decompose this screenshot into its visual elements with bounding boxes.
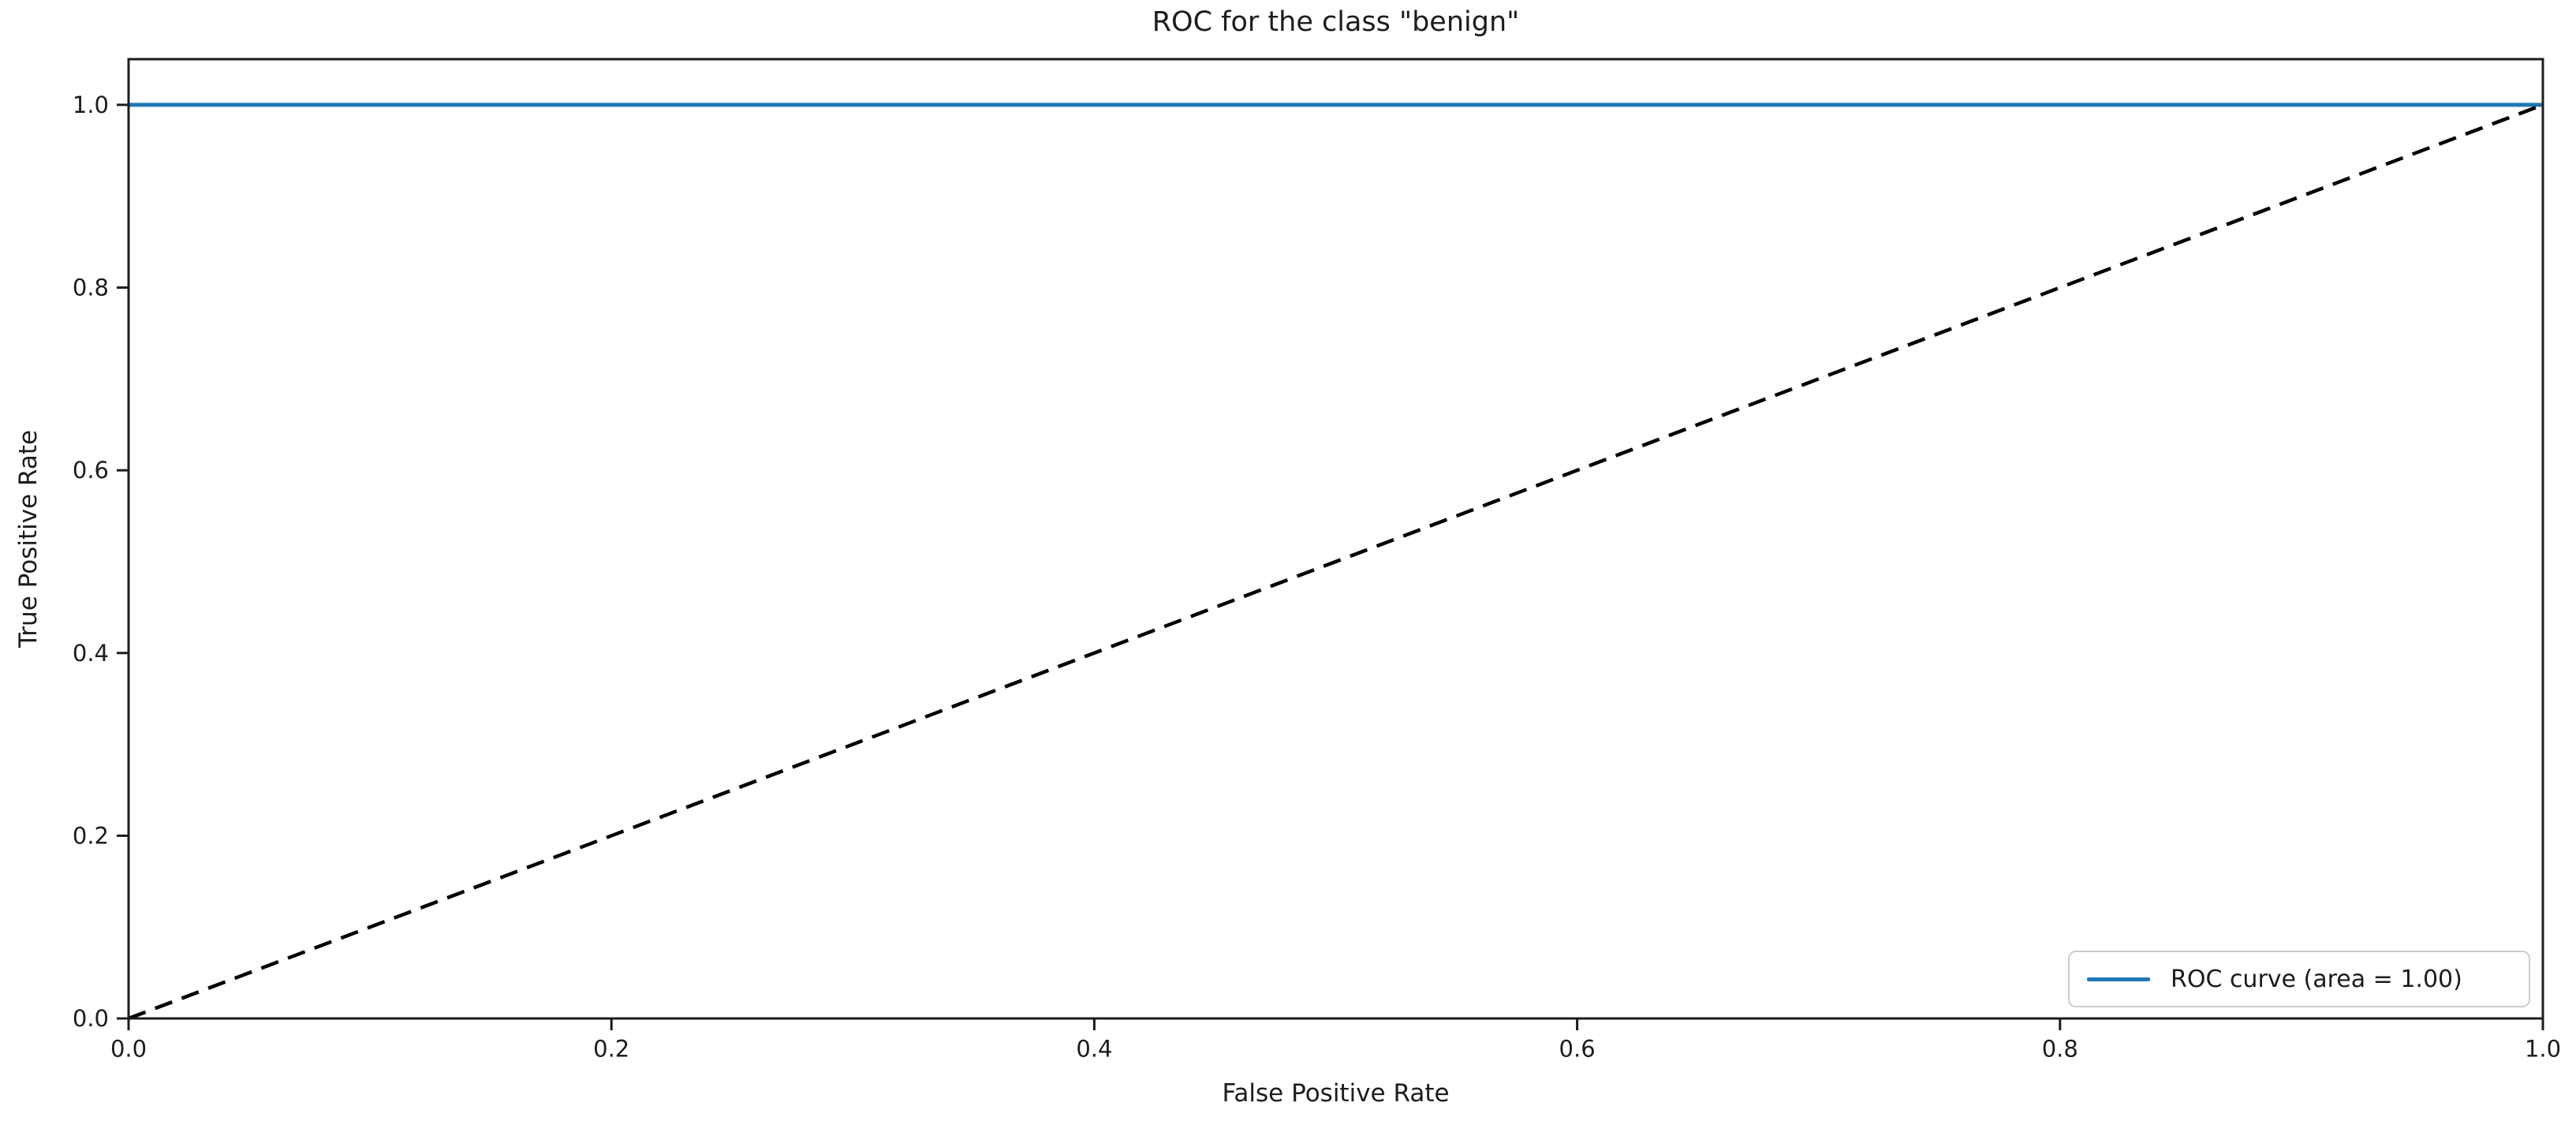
x-tick-label: 0.6 — [1559, 1036, 1596, 1063]
legend-roc-label: ROC curve (area = 1.00) — [2171, 965, 2462, 993]
y-tick-label: 0.0 — [73, 1005, 109, 1032]
chance-diagonal-line — [128, 103, 2544, 1021]
x-tick-label: 0.4 — [1076, 1036, 1112, 1063]
y-tick-label: 0.8 — [73, 275, 109, 301]
roc-curve-legend-swatch — [2087, 977, 2150, 981]
x-axis-label: False Positive Rate — [1222, 1079, 1450, 1108]
legend-box: ROC curve (area = 1.00) — [2068, 951, 2530, 1007]
chart-title: ROC for the class "benign" — [1152, 6, 1520, 38]
y-tick-label: 1.0 — [73, 92, 109, 118]
axes-frame — [127, 58, 2544, 1020]
x-tick-label: 0.8 — [2042, 1036, 2078, 1063]
y-tick-label: 0.2 — [73, 822, 109, 849]
x-tick-label: 0.0 — [110, 1036, 147, 1063]
y-tick-label: 0.4 — [73, 640, 109, 667]
y-tick-label: 0.6 — [73, 457, 109, 484]
x-tick-label: 1.0 — [2525, 1036, 2561, 1063]
x-tick-label: 0.2 — [593, 1036, 629, 1063]
